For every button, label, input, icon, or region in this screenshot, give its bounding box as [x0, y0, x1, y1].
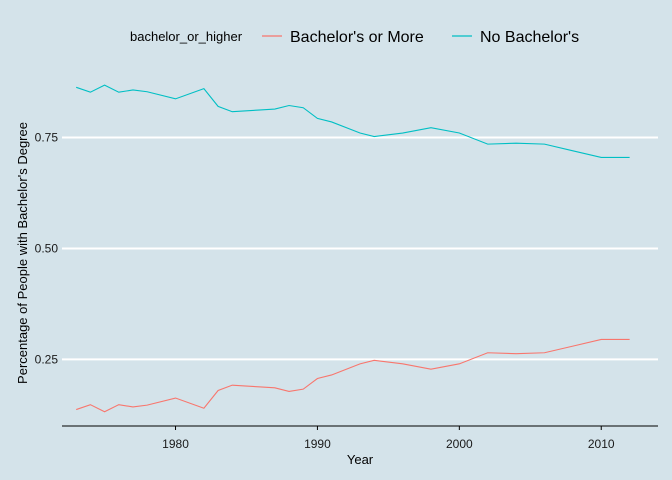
series-lines	[76, 84, 630, 413]
legend-items: Bachelor's or More No Bachelor's	[262, 29, 579, 46]
y-axis-title: Percentage of People with Bachelor's Deg…	[15, 122, 30, 384]
y-ticks: 0.25 0.50 0.75	[35, 130, 59, 366]
legend-label-1: No Bachelor's	[480, 29, 579, 46]
y-tick-label: 0.25	[35, 352, 59, 366]
gridlines	[62, 136, 658, 361]
legend: bachelor_or_higher Bachelor's or More No …	[130, 29, 579, 46]
x-tick-label: 2010	[588, 437, 615, 451]
x-ticks: 1980 1990 2000 2010	[162, 426, 615, 451]
x-axis-title: Year	[347, 452, 374, 467]
x-tick-label: 2000	[446, 437, 473, 451]
y-tick-label: 0.50	[35, 241, 59, 255]
x-tick-label: 1990	[304, 437, 331, 451]
y-tick-label: 0.75	[35, 130, 59, 144]
series-line-1	[76, 84, 630, 158]
x-tick-label: 1980	[162, 437, 189, 451]
legend-title: bachelor_or_higher	[130, 29, 243, 44]
legend-label-0: Bachelor's or More	[290, 29, 424, 46]
series-line-0	[76, 338, 630, 413]
